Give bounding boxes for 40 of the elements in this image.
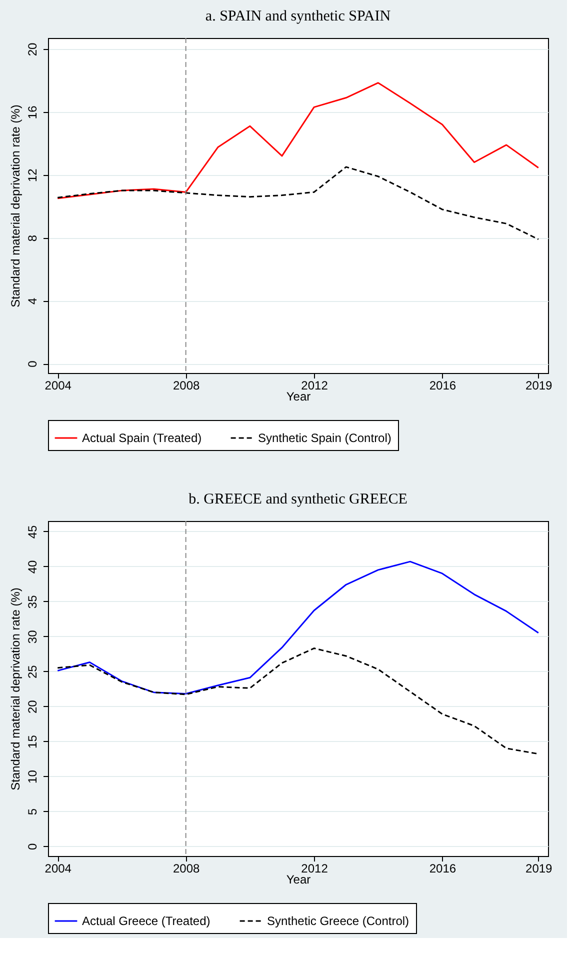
line-series <box>56 560 540 694</box>
x-tick-label: 2016 <box>429 862 456 876</box>
legend-label: Synthetic Spain (Control) <box>258 431 392 445</box>
y-tick-label: 15 <box>26 734 40 748</box>
x-tick-label: 2012 <box>301 862 328 876</box>
x-axis-title: Year <box>286 390 311 404</box>
y-tick-label: 12 <box>26 168 40 182</box>
x-tick-label: 2019 <box>526 378 553 392</box>
x-tick-label: 2004 <box>44 862 72 876</box>
y-axis-title: Standard material deprivation rate (%) <box>8 588 22 790</box>
y-tick-label: 10 <box>26 770 40 784</box>
y-tick-label: 45 <box>26 524 40 539</box>
y-tick-label: 0 <box>26 360 40 368</box>
y-tick-label: 20 <box>26 700 40 714</box>
chart-title: b. GREECE and synthetic GREECE <box>188 492 408 508</box>
x-tick-label: 2008 <box>172 378 200 392</box>
legend-label: Actual Greece (Treated) <box>82 914 210 928</box>
y-tick-label: 30 <box>26 630 40 644</box>
y-tick-label: 5 <box>26 808 40 816</box>
x-tick-label: 2008 <box>172 862 200 876</box>
y-axis-title: Standard material deprivation rate (%) <box>8 104 22 308</box>
y-tick-label: 40 <box>26 560 40 574</box>
y-tick-label: 8 <box>26 234 40 242</box>
line-series <box>56 166 540 240</box>
chart-title: a. SPAIN and synthetic SPAIN <box>205 8 391 24</box>
x-tick-label: 2016 <box>429 378 456 392</box>
x-tick-label: 2012 <box>301 378 328 392</box>
y-tick-label: 25 <box>26 664 40 679</box>
x-tick-label: 2004 <box>44 378 72 392</box>
x-axis-title: Year <box>286 872 311 886</box>
y-tick-label: 4 <box>26 297 40 304</box>
x-tick-label: 2019 <box>526 862 553 876</box>
y-tick-label: 0 <box>26 843 40 850</box>
y-tick-label: 16 <box>26 105 40 120</box>
legend-label: Synthetic Greece (Control) <box>267 914 410 928</box>
line-series <box>56 648 540 755</box>
y-tick-label: 20 <box>26 42 40 56</box>
line-series <box>56 82 540 200</box>
legend-label: Actual Spain (Treated) <box>82 431 202 445</box>
y-tick-label: 35 <box>26 594 40 609</box>
